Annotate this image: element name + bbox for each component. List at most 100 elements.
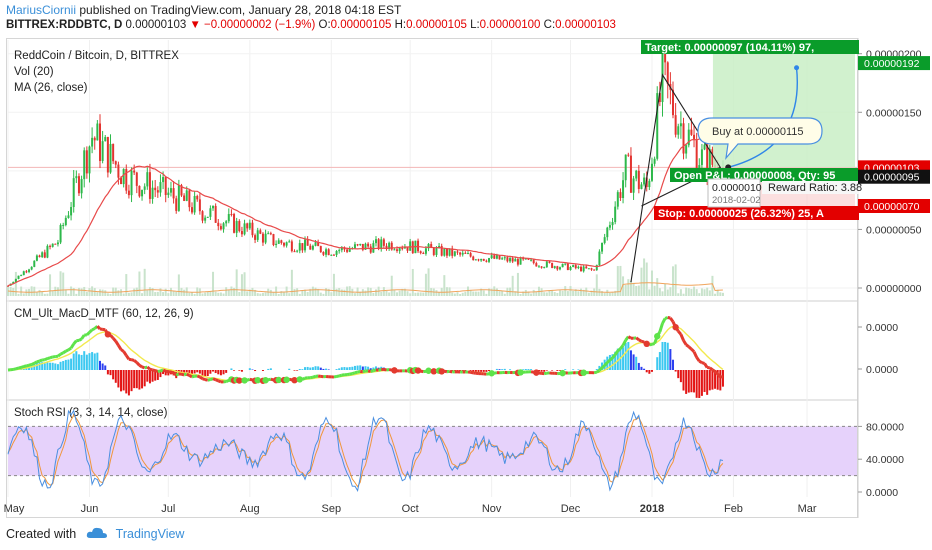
candle-body	[472, 256, 475, 261]
volume-bar	[290, 269, 293, 296]
volume-bar	[551, 289, 554, 296]
macd-histogram-bar	[469, 370, 472, 371]
volume-bar	[288, 293, 291, 296]
macd-histogram-bar	[714, 370, 717, 389]
candle-body	[120, 177, 123, 185]
candle-body	[551, 262, 554, 268]
candle-body	[296, 250, 299, 252]
macd-line-segment	[38, 358, 43, 363]
macd-tick-label: 0.0000	[866, 322, 898, 334]
macd-line-segment	[172, 371, 178, 377]
candle-body	[101, 141, 104, 161]
candle-body	[91, 137, 94, 147]
candle-body	[62, 225, 65, 227]
volume-bar	[240, 274, 243, 296]
macd-histogram-bar	[196, 370, 199, 373]
volume-bar	[56, 287, 59, 296]
macd-cross-dot	[241, 377, 248, 384]
macd-histogram-bar	[635, 356, 638, 370]
candle-body	[448, 248, 451, 256]
candle-body	[322, 252, 325, 255]
macd-line-segment	[357, 370, 361, 374]
volume-bar	[261, 292, 264, 296]
volume-bar	[679, 289, 682, 296]
macd-histogram-bar	[309, 367, 312, 370]
candle-body	[653, 158, 656, 164]
macd-histogram-bar	[209, 370, 212, 374]
macd-histogram-bar	[338, 368, 341, 370]
candle-body	[361, 243, 364, 250]
macd-line-segment	[651, 342, 656, 346]
candle-body	[695, 140, 698, 172]
volume-bar	[522, 291, 525, 296]
volume-bar	[643, 258, 646, 296]
price-tag: 0.00000095	[864, 172, 920, 184]
macd-line-segment	[627, 335, 632, 340]
macd-histogram-bar	[598, 365, 601, 370]
candle-body	[233, 214, 236, 233]
macd-histogram-bar	[322, 368, 325, 370]
candle-body	[193, 195, 196, 213]
macd-histogram-bar	[159, 370, 162, 378]
volume-bar	[314, 287, 317, 296]
volume-bar	[501, 290, 504, 296]
volume-bar	[196, 287, 199, 296]
macd-line-segment	[196, 374, 201, 379]
macd-histogram-bar	[72, 353, 75, 370]
candle-body	[190, 207, 193, 213]
x-tick-label: Aug	[240, 503, 260, 515]
x-tick-label: 2018	[640, 503, 664, 515]
volume-bar	[340, 289, 343, 296]
volume-bar	[706, 287, 709, 296]
macd-histogram-bar	[35, 362, 38, 370]
macd-histogram-bar	[238, 370, 241, 371]
candle-body	[75, 176, 78, 179]
candle-body	[251, 222, 254, 236]
volume-bar	[256, 293, 259, 296]
volume-bar	[164, 288, 167, 296]
volume-bar	[664, 283, 667, 296]
volume-bar	[445, 287, 448, 296]
macd-line-segment	[138, 364, 143, 369]
volume-bar	[595, 274, 598, 296]
volume-bar	[616, 266, 619, 296]
volume-bar	[67, 293, 70, 296]
volume-bar	[635, 286, 638, 296]
macd-histogram-bar	[306, 366, 309, 370]
candle-body	[212, 205, 215, 209]
tradingview-brand[interactable]: TradingView	[115, 527, 185, 541]
macd-histogram-bar	[183, 370, 186, 375]
author-link[interactable]: MariusCiornii	[6, 3, 77, 17]
macd-histogram-bar	[317, 366, 320, 370]
candle-body	[222, 223, 225, 230]
volume-bar	[343, 289, 346, 296]
macd-line-segment	[708, 366, 714, 371]
macd-histogram-bar	[616, 348, 619, 370]
candle-body	[495, 255, 498, 259]
candle-body	[259, 230, 262, 234]
macd-histogram-bar	[293, 370, 296, 371]
macd-line-segment	[146, 365, 151, 371]
candle-body	[456, 251, 459, 253]
stoch-rsi-pane[interactable]: Stoch RSI (3, 3, 14, 14, close)	[7, 407, 857, 492]
tradingview-cloud-icon	[86, 527, 107, 538]
macd-line-segment	[114, 340, 120, 347]
candle-body	[503, 257, 506, 259]
volume-bar	[88, 288, 91, 296]
macd-histogram-bar	[674, 370, 677, 372]
volume-bar	[311, 286, 314, 296]
macd-histogram-bar	[501, 369, 504, 370]
volume-bar	[225, 287, 228, 296]
volume-bar	[406, 291, 409, 296]
macd-line-segment	[93, 325, 99, 330]
candle-body	[422, 253, 425, 255]
macd-pane[interactable]: CM_Ult_MacD_MTF (60, 12, 26, 9)	[7, 308, 724, 398]
candle-body	[17, 275, 20, 279]
macd-histogram-bar	[254, 370, 257, 372]
volume-bar	[101, 289, 104, 296]
macd-histogram-bar	[114, 370, 117, 383]
candle-body	[225, 221, 228, 224]
macd-line-segment	[641, 339, 645, 344]
candle-body	[501, 258, 504, 260]
